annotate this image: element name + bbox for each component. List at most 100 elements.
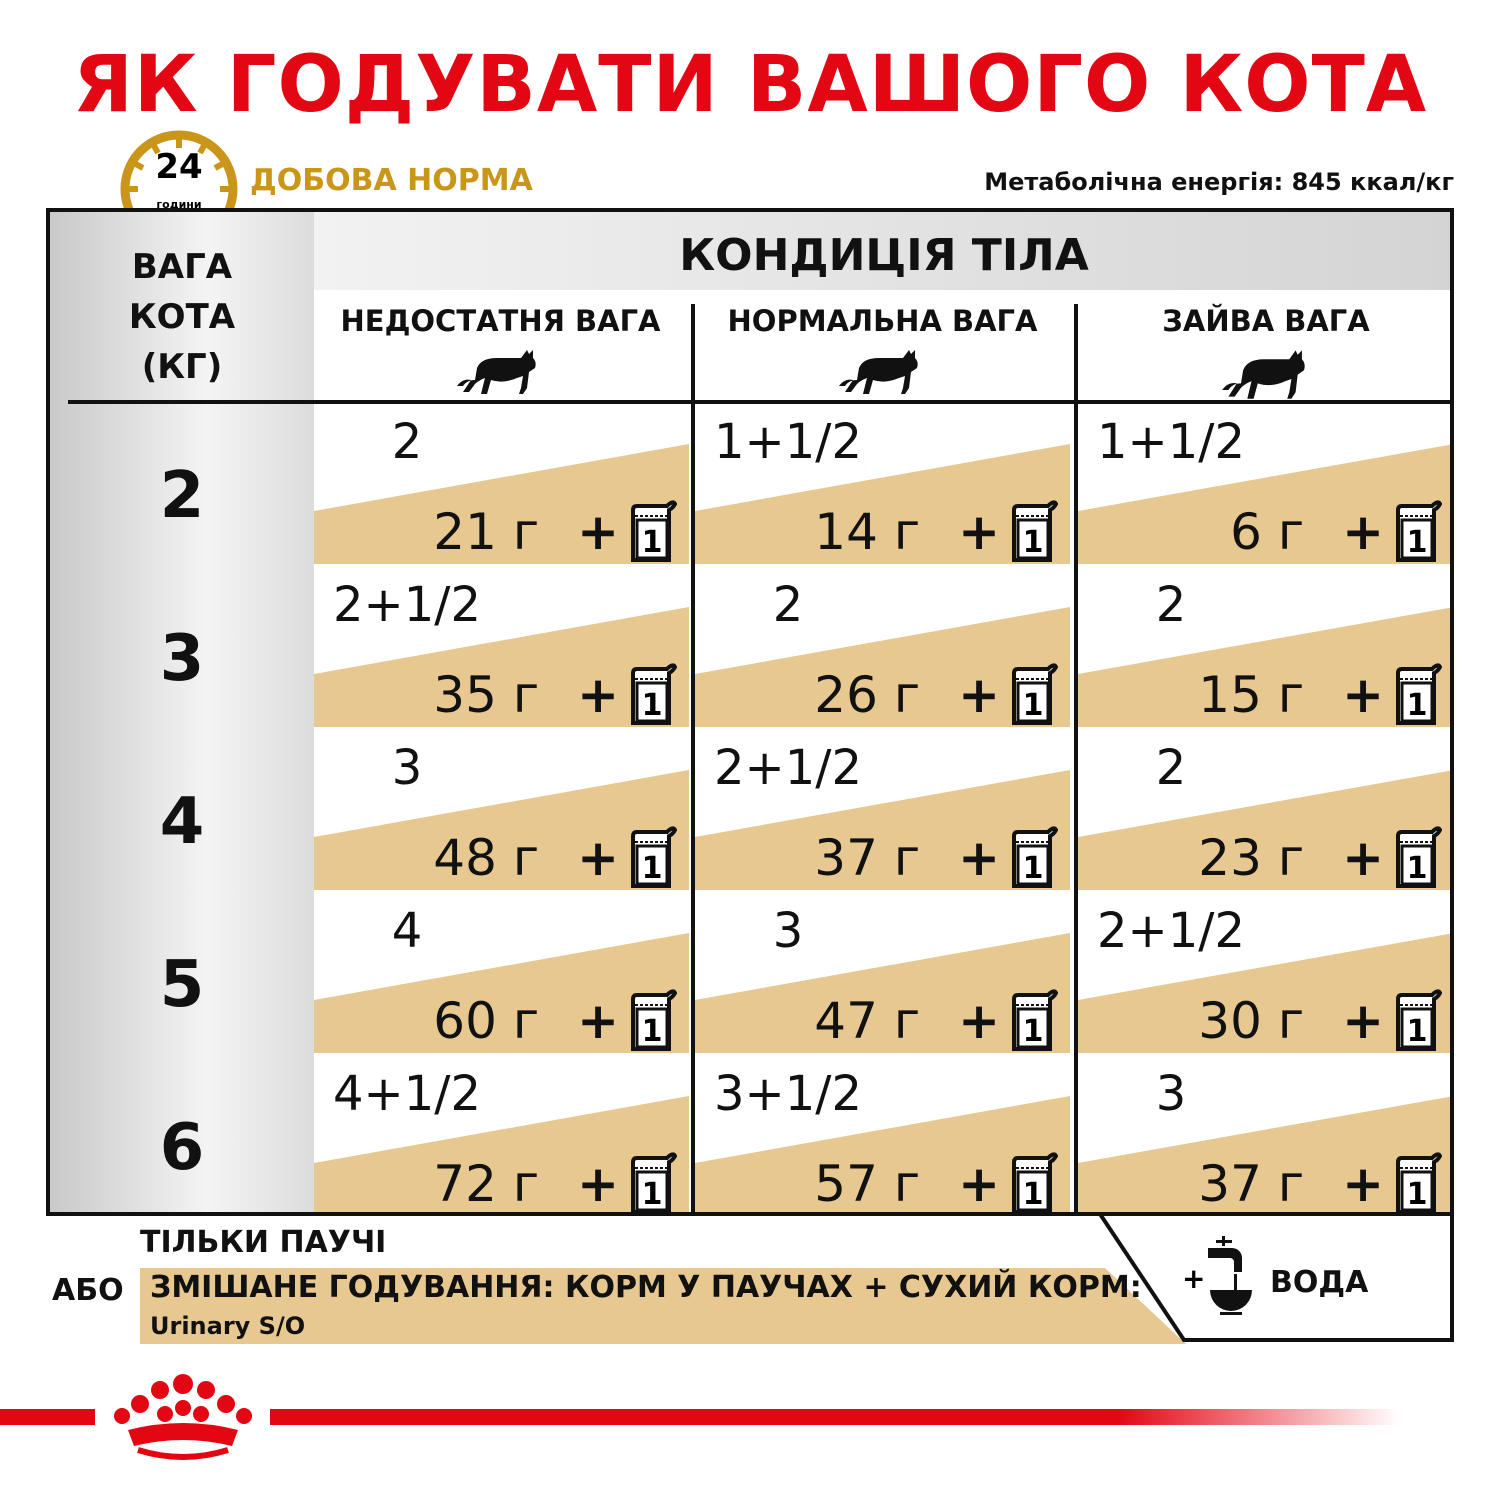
pouch-icon: 1 <box>1396 1152 1442 1212</box>
plus-sign: + <box>577 1155 619 1213</box>
plus-sign: + <box>1342 503 1384 561</box>
clock-hours: 24 <box>155 147 202 187</box>
water-label: ВОДА <box>1270 1265 1369 1300</box>
gram-unit: г <box>1277 992 1305 1050</box>
gram-unit: г <box>512 992 540 1050</box>
gram-unit: г <box>512 503 540 561</box>
dry-grams: 14 <box>814 503 878 561</box>
feeding-cell: 3+1/2 57 г +1 <box>695 1056 1070 1213</box>
dry-grams: 57 <box>814 1155 878 1213</box>
pouch-icon: 1 <box>631 663 677 725</box>
column-divider <box>1074 304 1078 1212</box>
weight-header-line: ВАГА <box>131 247 233 287</box>
pouch-count: 1 <box>642 851 663 886</box>
pouch-icon: 1 <box>1012 500 1058 562</box>
dry-grams: 72 <box>433 1155 497 1213</box>
feeding-cell: 2 21 г +1 <box>314 404 689 567</box>
pouches-only-amount: 1+1/2 <box>713 414 862 470</box>
or-label: АБО <box>52 1273 124 1308</box>
column-header: НОРМАЛЬНА ВАГА <box>695 292 1070 400</box>
feeding-cell: 2+1/2 35 г +1 <box>314 567 689 730</box>
pouches-only-amount: 2 <box>1155 577 1187 633</box>
mixed-feeding-product: Urinary S/O <box>150 1312 306 1340</box>
pouch-icon: 1 <box>1012 1152 1058 1212</box>
page-title: ЯК ГОДУВАТИ ВАШОГО КОТА <box>72 40 1428 130</box>
dry-grams: 47 <box>814 992 878 1050</box>
mixed-amount: 15 г +1 <box>1198 659 1442 730</box>
feeding-cell: 1+1/2 14 г +1 <box>695 404 1070 567</box>
mixed-amount: 37 г +1 <box>814 822 1058 893</box>
plus-sign: + <box>958 829 1000 887</box>
daily-norm-label: ДОБОВА НОРМА <box>250 163 533 198</box>
column-header-label: ЗАЙВА ВАГА <box>1162 304 1370 338</box>
feeding-cell: 1+1/2 6 г +1 <box>1078 404 1450 567</box>
feeding-cell: 3 47 г +1 <box>695 893 1070 1056</box>
plus-sign: + <box>1342 666 1384 724</box>
mixed-amount: 37 г +1 <box>1198 1148 1442 1212</box>
mixed-amount: 47 г +1 <box>814 985 1058 1056</box>
gram-unit: г <box>893 503 921 561</box>
pouches-only-amount: 2+1/2 <box>1096 903 1245 959</box>
plus-sign: + <box>577 503 619 561</box>
metabolic-energy: Метаболічна енергія: 845 ккал/кг <box>984 168 1454 196</box>
mixed-amount: 35 г +1 <box>433 659 677 730</box>
water-tap-icon <box>1208 1236 1252 1315</box>
column-header: НЕДОСТАТНЯ ВАГА <box>314 292 687 400</box>
pouch-icon: 1 <box>631 826 677 888</box>
feeding-cell: 4+1/2 72 г +1 <box>314 1056 689 1213</box>
dry-grams: 37 <box>814 829 878 887</box>
feeding-table: КОНДИЦІЯ ТІЛА ВАГА КОТА (КГ) НЕДОСТАТНЯ … <box>46 208 1454 1216</box>
pouches-only-amount: 2+1/2 <box>713 740 862 796</box>
dry-grams: 23 <box>1198 829 1262 887</box>
cat-silhouette-icon <box>1222 350 1305 399</box>
dry-grams: 30 <box>1198 992 1262 1050</box>
feeding-cell: 4 60 г +1 <box>314 893 689 1056</box>
pouches-only-amount: 4+1/2 <box>332 1066 481 1122</box>
mixed-amount: 6 г +1 <box>1230 496 1442 567</box>
pouch-icon: 1 <box>1012 663 1058 725</box>
header-divider <box>68 400 1450 404</box>
cat-weight: 6 <box>159 1111 205 1185</box>
pouch-count: 1 <box>1407 688 1428 723</box>
water-plus: + <box>1182 1262 1205 1295</box>
pouch-count: 1 <box>1407 851 1428 886</box>
gram-unit: г <box>893 666 921 724</box>
pouch-count: 1 <box>642 1177 663 1212</box>
cat-weight: 5 <box>159 948 205 1022</box>
gram-unit: г <box>1277 829 1305 887</box>
pouch-icon: 1 <box>631 1152 677 1212</box>
gram-unit: г <box>893 992 921 1050</box>
pouch-count: 1 <box>642 1014 663 1049</box>
pouch-icon: 1 <box>1012 989 1058 1051</box>
plus-sign: + <box>1342 829 1384 887</box>
dry-grams: 35 <box>433 666 497 724</box>
pouch-icon: 1 <box>1396 989 1442 1051</box>
dry-grams: 15 <box>1198 666 1262 724</box>
feeding-cell: 2 23 г +1 <box>1078 730 1450 893</box>
mixed-feeding-band <box>140 1268 1186 1344</box>
clock-24h-icon: 24 години <box>118 128 240 212</box>
dry-grams: 48 <box>433 829 497 887</box>
column-header-label: НЕДОСТАТНЯ ВАГА <box>340 304 661 338</box>
pouch-count: 1 <box>1023 1177 1044 1212</box>
pouch-count: 1 <box>1407 1177 1428 1212</box>
mixed-amount: 60 г +1 <box>433 985 677 1056</box>
brand-footer <box>0 1374 1400 1460</box>
feeding-cell: 2+1/2 37 г +1 <box>695 730 1070 893</box>
pouches-only-amount: 3 <box>391 740 423 796</box>
weight-header-line: (КГ) <box>141 347 223 387</box>
condition-header: КОНДИЦІЯ ТІЛА <box>679 230 1089 281</box>
pouch-icon: 1 <box>631 500 677 562</box>
gram-unit: г <box>512 666 540 724</box>
plus-sign: + <box>958 1155 1000 1213</box>
mixed-amount: 21 г +1 <box>433 496 677 567</box>
mixed-amount: 26 г +1 <box>814 659 1058 730</box>
pouch-icon: 1 <box>631 989 677 1051</box>
weight-column <box>50 212 314 1212</box>
water-box: + <box>1098 1212 1454 1342</box>
pouch-count: 1 <box>1023 1014 1044 1049</box>
pouches-only-amount: 3 <box>1155 1066 1187 1122</box>
gram-unit: г <box>893 1155 921 1213</box>
plus-sign: + <box>577 992 619 1050</box>
clock-unit: години <box>156 198 201 211</box>
